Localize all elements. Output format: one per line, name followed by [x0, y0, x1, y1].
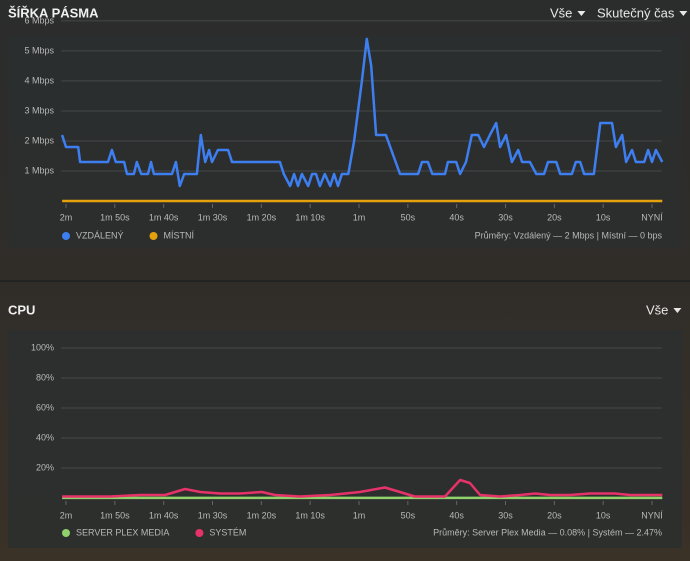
- dropdown-arrow: [577, 11, 586, 16]
- y-tick-label: 20%: [36, 462, 54, 472]
- chart-panel: [8, 36, 682, 248]
- averages-note: Průměry: Server Plex Media — 0.08% | Sys…: [433, 527, 662, 537]
- x-tick-label: 1m: [353, 212, 366, 222]
- legend-label: VZDÁLENÝ: [76, 230, 124, 240]
- legend-swatch: [62, 232, 70, 240]
- x-tick-label: 50s: [401, 510, 416, 520]
- x-tick-label: 1m 10s: [295, 510, 325, 520]
- x-tick-label: 10s: [596, 212, 611, 222]
- y-tick-label: 2 Mbps: [24, 135, 54, 145]
- legend-label: MÍSTNÍ: [164, 230, 195, 240]
- averages-note: Průměry: Vzdálený — 2 Mbps | Místní — 0 …: [475, 230, 663, 240]
- x-tick-label: 1m 10s: [295, 212, 325, 222]
- chart-panel: [8, 330, 682, 548]
- x-tick-label: 1m 50s: [100, 510, 130, 520]
- dropdown-arrow: [673, 308, 682, 313]
- x-tick-label: 10s: [596, 510, 611, 520]
- x-tick-label: 30s: [498, 510, 513, 520]
- x-tick-label: 1m 30s: [198, 212, 228, 222]
- dropdown[interactable]: Skutečný čas: [597, 5, 675, 20]
- x-tick-label: 30s: [498, 212, 513, 222]
- x-tick-label: 1m 40s: [149, 510, 179, 520]
- legend-swatch: [195, 529, 204, 537]
- x-tick-label: 1m 20s: [247, 212, 277, 222]
- panel-title: CPU: [8, 302, 35, 317]
- dropdown[interactable]: Vše: [646, 302, 668, 317]
- legend-label: SYSTÉM: [209, 527, 246, 537]
- dropdown[interactable]: Vše: [550, 5, 572, 20]
- x-tick-label: 1m 40s: [149, 212, 179, 222]
- y-tick-label: 100%: [31, 342, 54, 352]
- y-tick-label: 1 Mbps: [24, 165, 54, 175]
- y-tick-label: 5 Mbps: [24, 45, 54, 55]
- y-tick-label: 80%: [36, 372, 54, 382]
- legend-swatch: [62, 529, 70, 537]
- x-tick-label: 2m: [60, 212, 73, 222]
- y-tick-label: 6 Mbps: [24, 15, 54, 25]
- x-tick-label: 1m: [353, 510, 366, 520]
- x-tick-label: 20s: [547, 510, 562, 520]
- y-tick-label: 3 Mbps: [24, 105, 54, 115]
- series-line: [62, 478, 663, 498]
- x-tick-label: 40s: [449, 212, 464, 222]
- x-tick-label: 40s: [449, 510, 464, 520]
- x-tick-label: 50s: [401, 212, 416, 222]
- x-tick-label: NYNÍ: [641, 510, 663, 520]
- legend-label: SERVER PLEX MEDIA: [76, 527, 169, 537]
- dropdown-arrow: [679, 11, 688, 16]
- x-tick-label: 20s: [547, 212, 562, 222]
- y-tick-label: 60%: [36, 402, 54, 412]
- series-line: [60, 37, 664, 188]
- x-tick-label: 1m 20s: [247, 510, 277, 520]
- y-tick-label: 40%: [36, 432, 54, 442]
- x-tick-label: 2m: [60, 510, 73, 520]
- x-tick-label: 1m 50s: [100, 212, 130, 222]
- x-tick-label: 1m 30s: [198, 510, 228, 520]
- panel-title: ŠÍŘKA PÁSMA: [8, 5, 99, 20]
- x-tick-label: NYNÍ: [641, 212, 663, 222]
- legend-swatch: [149, 232, 158, 240]
- y-tick-label: 4 Mbps: [24, 75, 54, 85]
